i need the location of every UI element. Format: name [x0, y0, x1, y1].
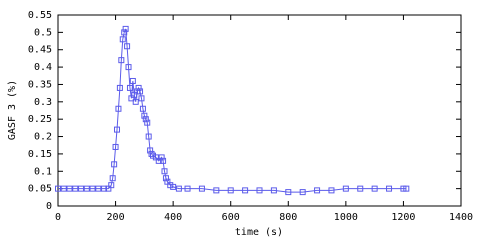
data-point — [126, 84, 133, 91]
data-point — [213, 187, 220, 194]
y-tick-label: 0.25 — [28, 114, 52, 125]
data-point — [161, 168, 168, 175]
data-point — [125, 64, 132, 71]
y-tick-label: 0.5 — [34, 27, 52, 38]
data-point — [256, 187, 263, 194]
x-tick-label: 200 — [107, 212, 125, 223]
data-point — [118, 57, 125, 64]
x-tick-label: 1000 — [334, 212, 358, 223]
y-tick-label: 0.4 — [34, 62, 52, 73]
data-point — [184, 185, 191, 192]
data-point — [342, 185, 349, 192]
data-point — [72, 185, 79, 192]
data-point — [135, 84, 142, 91]
data-point — [148, 150, 155, 157]
data-point — [142, 116, 149, 123]
data-point — [145, 133, 152, 140]
x-tick-label: 400 — [164, 212, 182, 223]
data-point — [242, 187, 249, 194]
data-point — [175, 185, 182, 192]
data-point — [121, 29, 128, 36]
x-tick-label: 1200 — [391, 212, 415, 223]
data-point — [95, 185, 102, 192]
y-tick-label: 0.3 — [34, 97, 52, 108]
data-point — [139, 105, 146, 112]
data-point — [162, 175, 169, 182]
y-tick-label: 0.45 — [28, 45, 52, 56]
data-point — [270, 187, 277, 194]
data-point — [328, 187, 335, 194]
y-axis-label: GASF 3 (%) — [7, 80, 18, 140]
data-point — [111, 161, 118, 168]
data-point — [122, 25, 129, 32]
data-point — [109, 175, 116, 182]
plot-frame — [57, 14, 462, 207]
data-point — [101, 185, 108, 192]
data-line — [58, 28, 407, 193]
y-tick-label: 0.55 — [28, 10, 52, 21]
data-point — [60, 185, 67, 192]
data-point — [124, 43, 131, 50]
y-tick-label: 0 — [46, 201, 52, 212]
data-point — [108, 182, 115, 189]
x-tick-label: 1400 — [449, 212, 473, 223]
y-tick-label: 0.2 — [34, 132, 52, 143]
data-point — [132, 98, 139, 105]
data-point — [114, 126, 121, 133]
data-point — [119, 36, 126, 43]
x-tick-label: 0 — [55, 212, 61, 223]
data-point — [129, 77, 136, 84]
x-tick-label: 600 — [222, 212, 240, 223]
data-point — [198, 185, 205, 192]
data-point — [314, 187, 321, 194]
x-axis-label: time (s) — [235, 227, 283, 238]
data-point — [116, 84, 123, 91]
data-point — [141, 112, 148, 119]
data-point — [115, 105, 122, 112]
data-point — [403, 185, 410, 192]
data-point — [357, 185, 364, 192]
data-point — [144, 119, 151, 126]
x-tick-label: 800 — [279, 212, 297, 223]
data-point — [66, 185, 73, 192]
data-point — [160, 157, 167, 164]
y-tick-label: 0.15 — [28, 149, 52, 160]
data-point — [112, 143, 119, 150]
data-point — [299, 189, 306, 196]
data-point — [89, 185, 96, 192]
y-tick-label: 0.35 — [28, 79, 52, 90]
y-tick-label: 0.1 — [34, 166, 52, 177]
data-point — [227, 187, 234, 194]
data-point — [386, 185, 393, 192]
data-point — [78, 185, 85, 192]
data-point — [371, 185, 378, 192]
data-point — [158, 154, 165, 161]
data-point — [83, 185, 90, 192]
data-point — [138, 95, 145, 102]
data-point — [170, 183, 177, 190]
data-point — [137, 88, 144, 95]
data-point — [285, 189, 292, 196]
data-point — [55, 185, 61, 192]
y-tick-label: 0.05 — [28, 184, 52, 195]
